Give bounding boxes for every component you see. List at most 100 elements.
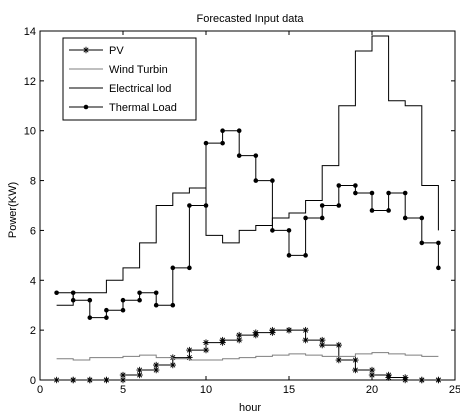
data-point <box>236 153 242 158</box>
data-point <box>137 297 142 303</box>
data-point <box>170 302 176 308</box>
y-tick-label: 0 <box>30 375 36 387</box>
data-point <box>170 265 176 271</box>
y-tick-label: 12 <box>24 76 36 88</box>
data-point <box>120 307 126 313</box>
legend-item: Thermal Load <box>69 102 177 114</box>
data-point <box>169 361 176 369</box>
data-point <box>302 336 309 344</box>
data-point <box>220 140 225 146</box>
series-line-electrical-lod <box>56 35 439 306</box>
y-tick-label: 6 <box>30 225 36 237</box>
data-point <box>253 153 259 158</box>
data-point <box>87 315 93 320</box>
data-point <box>303 253 308 258</box>
data-point <box>369 190 375 196</box>
y-tick-label: 10 <box>24 126 36 138</box>
x-axis-label: hour <box>239 402 261 414</box>
axes: 0 5 10 15 20 25 0 2 4 6 8 10 12 14 <box>24 26 460 396</box>
data-point <box>402 190 408 196</box>
data-point <box>270 178 275 183</box>
data-point <box>153 366 160 374</box>
data-point <box>236 331 243 339</box>
data-point <box>203 203 209 208</box>
data-point <box>253 178 259 183</box>
y-tick-label: 8 <box>30 176 36 188</box>
data-point <box>436 265 441 271</box>
series-thermal-load <box>54 128 441 320</box>
data-point <box>136 371 143 379</box>
data-point <box>353 190 358 196</box>
legend-item: Wind Turbin <box>69 64 168 76</box>
data-point <box>153 302 159 308</box>
chart-title: Forecasted Input data <box>196 13 304 25</box>
data-point <box>353 183 358 188</box>
data-point <box>87 297 93 303</box>
data-point <box>286 228 292 233</box>
data-point <box>137 290 142 296</box>
data-point <box>436 240 441 246</box>
data-point <box>319 203 325 208</box>
data-point <box>136 366 143 374</box>
data-point <box>202 346 210 354</box>
y-tick-label: 4 <box>30 275 36 287</box>
data-point <box>269 326 276 334</box>
legend-item: PV <box>69 45 124 57</box>
data-point <box>286 253 292 258</box>
data-point <box>70 290 76 296</box>
data-point <box>186 346 193 354</box>
data-point <box>285 326 293 334</box>
plot-frame <box>39 30 456 381</box>
x-tick-label: 5 <box>120 384 126 396</box>
legend-marker <box>83 104 89 110</box>
data-point <box>187 203 192 208</box>
data-point <box>236 128 242 134</box>
data-point <box>120 297 126 303</box>
data-point <box>386 208 391 213</box>
series-pv <box>53 326 442 384</box>
legend-label: PV <box>109 45 124 57</box>
legend-label: Wind Turbin <box>109 64 168 76</box>
data-point <box>187 265 192 271</box>
data-point <box>54 290 59 296</box>
data-point <box>369 208 375 213</box>
y-tick-label: 2 <box>30 325 36 337</box>
data-point <box>335 356 342 364</box>
data-point <box>419 215 425 221</box>
data-point <box>302 326 309 334</box>
data-point <box>104 307 109 313</box>
x-tick-label: 0 <box>37 384 43 396</box>
series-line-thermal-load <box>56 130 439 319</box>
data-point <box>104 315 109 320</box>
legend-item: Electrical lod <box>69 83 171 95</box>
x-tick-label: 10 <box>200 384 212 396</box>
data-point <box>153 361 160 369</box>
data-point <box>202 339 210 346</box>
data-point <box>220 128 225 134</box>
x-tick-label: 15 <box>283 384 295 396</box>
data-point <box>270 228 275 233</box>
y-axis-label: Power(KW) <box>7 182 19 238</box>
x-tick-label: 25 <box>449 384 460 396</box>
series-wind-turbin <box>56 352 439 361</box>
legend-label: Thermal Load <box>109 102 177 114</box>
data-point <box>153 290 159 296</box>
data-point <box>352 366 359 374</box>
x-tick-label: 20 <box>366 384 378 396</box>
y-tick-label: 14 <box>24 26 36 38</box>
legend: PV Wind Turbin Electrical lod Thermal Load <box>62 37 197 121</box>
series-electrical-lod <box>56 35 439 306</box>
data-point <box>303 215 308 221</box>
data-point <box>252 329 259 336</box>
data-point <box>336 183 342 188</box>
data-point <box>319 215 325 221</box>
data-point <box>419 240 425 246</box>
data-point <box>368 371 376 379</box>
data-point <box>336 203 342 208</box>
data-point <box>402 215 408 221</box>
data-point <box>319 341 326 349</box>
data-point <box>386 190 391 196</box>
series-line-pv <box>56 329 439 381</box>
series-line-wind-turbin <box>56 352 439 361</box>
